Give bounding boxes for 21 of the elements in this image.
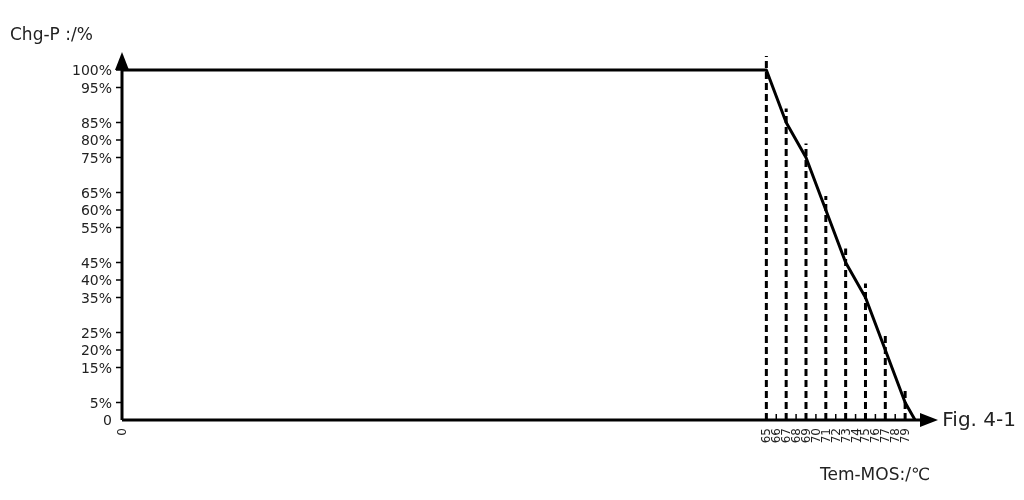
y-tick-label: 95% <box>80 79 112 96</box>
y-tick-label: 15% <box>80 359 112 376</box>
y-tick-label: 40% <box>80 272 112 288</box>
y-tick-label: 20% <box>80 342 112 358</box>
y-tick-label: 75% <box>80 149 112 166</box>
y-tick-label: 45% <box>80 254 112 271</box>
x-tick-label: 0 <box>115 428 129 436</box>
y-tick-label: 0 <box>103 412 112 428</box>
y-tick-label: 35% <box>80 289 112 306</box>
y-tick-label: 65% <box>80 184 112 201</box>
y-axis-title: Chg-P :/% <box>10 24 93 44</box>
caption: Fig. 4-1 <box>942 407 1016 431</box>
y-tick-label: 100% <box>71 62 112 78</box>
y-tick-label: 60% <box>80 202 112 218</box>
x-tick-label: 79 <box>898 428 913 444</box>
y-tick-label: 80% <box>80 132 112 148</box>
y-tick-label: 5% <box>89 394 112 411</box>
y-tick-label: 85% <box>80 114 112 131</box>
x-axis-title: Tem-MOS:/℃ <box>818 464 930 484</box>
y-tick-label: 55% <box>80 219 112 236</box>
y-tick-label: 25% <box>80 324 112 341</box>
